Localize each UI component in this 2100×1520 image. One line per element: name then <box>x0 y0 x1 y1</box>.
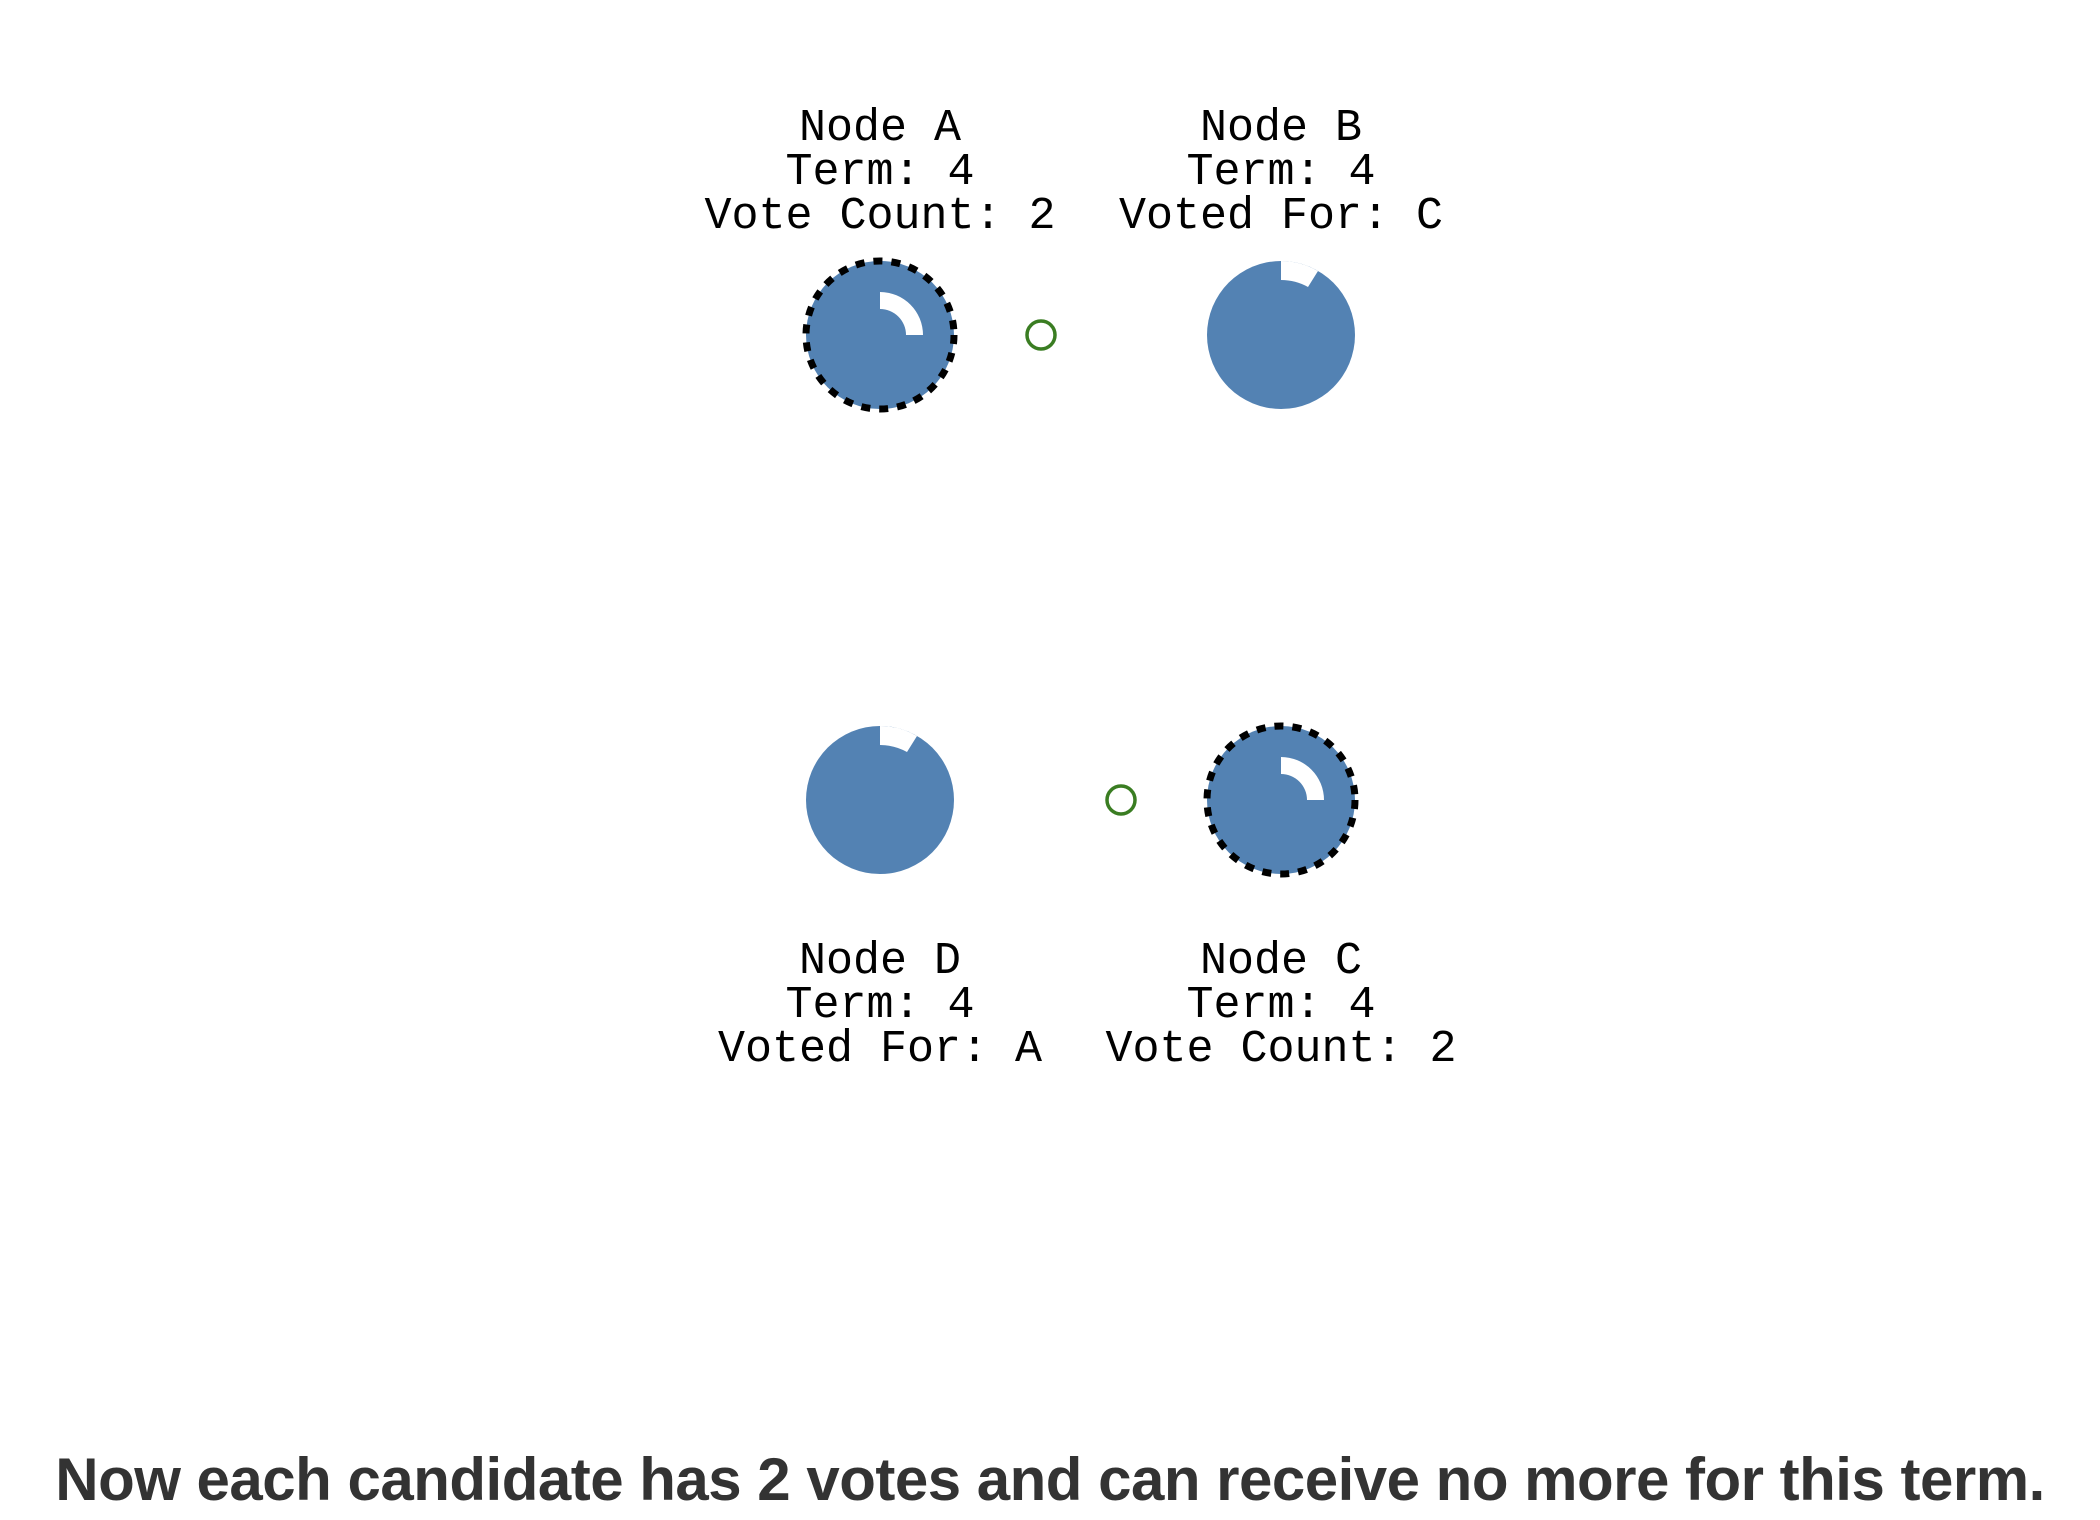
node-c-election-timer-arc <box>1281 757 1324 800</box>
node-a-name: Node A <box>799 103 961 154</box>
node-d-name: Node D <box>799 936 961 987</box>
node-a-term: Term: 4 <box>785 147 974 198</box>
node-c: Node C Term: 4 Vote Count: 2 <box>1105 722 1457 1075</box>
node-b: Node B Term: 4 Voted For: C <box>1119 103 1443 409</box>
node-d-circle[interactable] <box>806 726 954 874</box>
node-c-vote-count: Vote Count: 2 <box>1105 1024 1456 1075</box>
node-c-circle[interactable] <box>1203 722 1359 878</box>
node-a-vote-count: Vote Count: 2 <box>704 191 1055 242</box>
message-in-flight-a-b <box>1025 319 1057 351</box>
node-b-voted-for: Voted For: C <box>1119 191 1443 242</box>
node-b-timer-notch <box>1281 261 1318 287</box>
node-d-timer-notch <box>880 726 917 752</box>
node-a-election-timer-arc <box>880 292 923 335</box>
node-d-voted-for: Voted For: A <box>718 1024 1042 1075</box>
node-a: Node A Term: 4 Vote Count: 2 <box>704 103 1056 413</box>
node-b-circle[interactable] <box>1207 261 1355 409</box>
node-b-term: Term: 4 <box>1186 147 1375 198</box>
caption-text: Now each candidate has 2 votes and can r… <box>55 1446 2045 1513</box>
message-in-flight-d-c <box>1105 784 1137 816</box>
node-c-term: Term: 4 <box>1186 980 1375 1031</box>
node-a-circle[interactable] <box>802 257 958 413</box>
node-c-name: Node C <box>1200 936 1362 987</box>
node-d: Node D Term: 4 Voted For: A <box>718 726 1042 1075</box>
node-d-term: Term: 4 <box>785 980 974 1031</box>
node-b-name: Node B <box>1200 103 1362 154</box>
